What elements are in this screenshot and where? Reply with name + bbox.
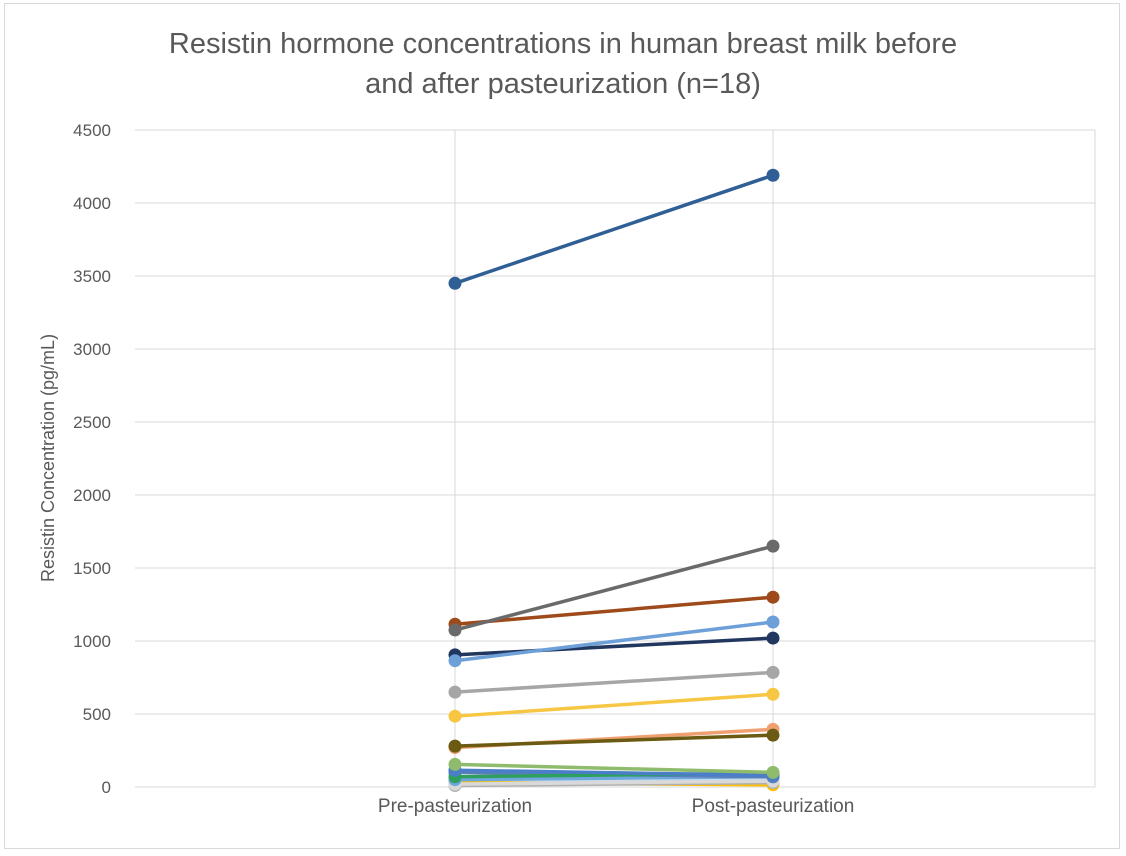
data-point (766, 590, 780, 604)
y-tick-label: 1000 (73, 632, 111, 651)
chart-title: Resistin hormone concentrations in human… (0, 24, 1126, 104)
y-tick-label: 3500 (73, 267, 111, 286)
series-7 (448, 687, 780, 723)
series-1 (448, 168, 780, 290)
data-point (448, 709, 462, 723)
y-tick-label: 500 (83, 705, 111, 724)
series-line (453, 544, 775, 632)
y-tick-label: 2500 (73, 413, 111, 432)
data-point (766, 665, 780, 679)
chart-title-line-1: Resistin hormone concentrations in human… (168, 28, 958, 60)
data-point (448, 654, 462, 668)
data-point (766, 539, 780, 553)
series-9 (448, 722, 780, 755)
y-tick-label: 2000 (73, 486, 111, 505)
series-line (453, 768, 775, 778)
series-6 (448, 665, 780, 699)
data-point (766, 631, 780, 645)
series-line (453, 620, 775, 663)
series-line (453, 595, 775, 626)
data-point (448, 685, 462, 699)
y-tick-label: 4500 (73, 121, 111, 140)
series-line (453, 692, 775, 718)
series-line (453, 173, 775, 286)
y-axis-ticks: 0 500 1000 1500 2000 2500 3000 3500 4000 4500 (73, 121, 111, 797)
y-axis-title: Resistin Concentration (pg/mL) (38, 334, 58, 582)
data-point (448, 739, 462, 753)
series-line (453, 762, 775, 775)
chart-title-line-2: and after pasteurization (n=18) (365, 68, 761, 100)
data-point (448, 757, 462, 771)
series-3 (448, 590, 780, 631)
data-point (766, 168, 780, 182)
y-tick-label: 3000 (73, 340, 111, 359)
series-4 (448, 615, 780, 668)
series-line (453, 779, 775, 786)
data-point (766, 728, 780, 742)
data-point (448, 623, 462, 637)
data-point (766, 615, 780, 629)
data-point (766, 687, 780, 701)
x-category-label: Post-pasteurization (692, 796, 855, 817)
y-tick-label: 4000 (73, 194, 111, 213)
data-point (448, 276, 462, 290)
series-2 (448, 539, 780, 637)
y-tick-label: 0 (102, 778, 111, 797)
x-category-label: Pre-pasteurization (378, 796, 532, 817)
y-tick-label: 1500 (73, 559, 111, 578)
series-line (453, 733, 775, 748)
series-lines (448, 168, 780, 793)
series-10 (448, 757, 780, 779)
data-point (766, 765, 780, 779)
x-axis-categories: Pre-pasteurization Post-pasteurization (378, 796, 854, 817)
series-line (453, 670, 775, 694)
series-8 (448, 728, 780, 753)
series-line (453, 636, 775, 657)
